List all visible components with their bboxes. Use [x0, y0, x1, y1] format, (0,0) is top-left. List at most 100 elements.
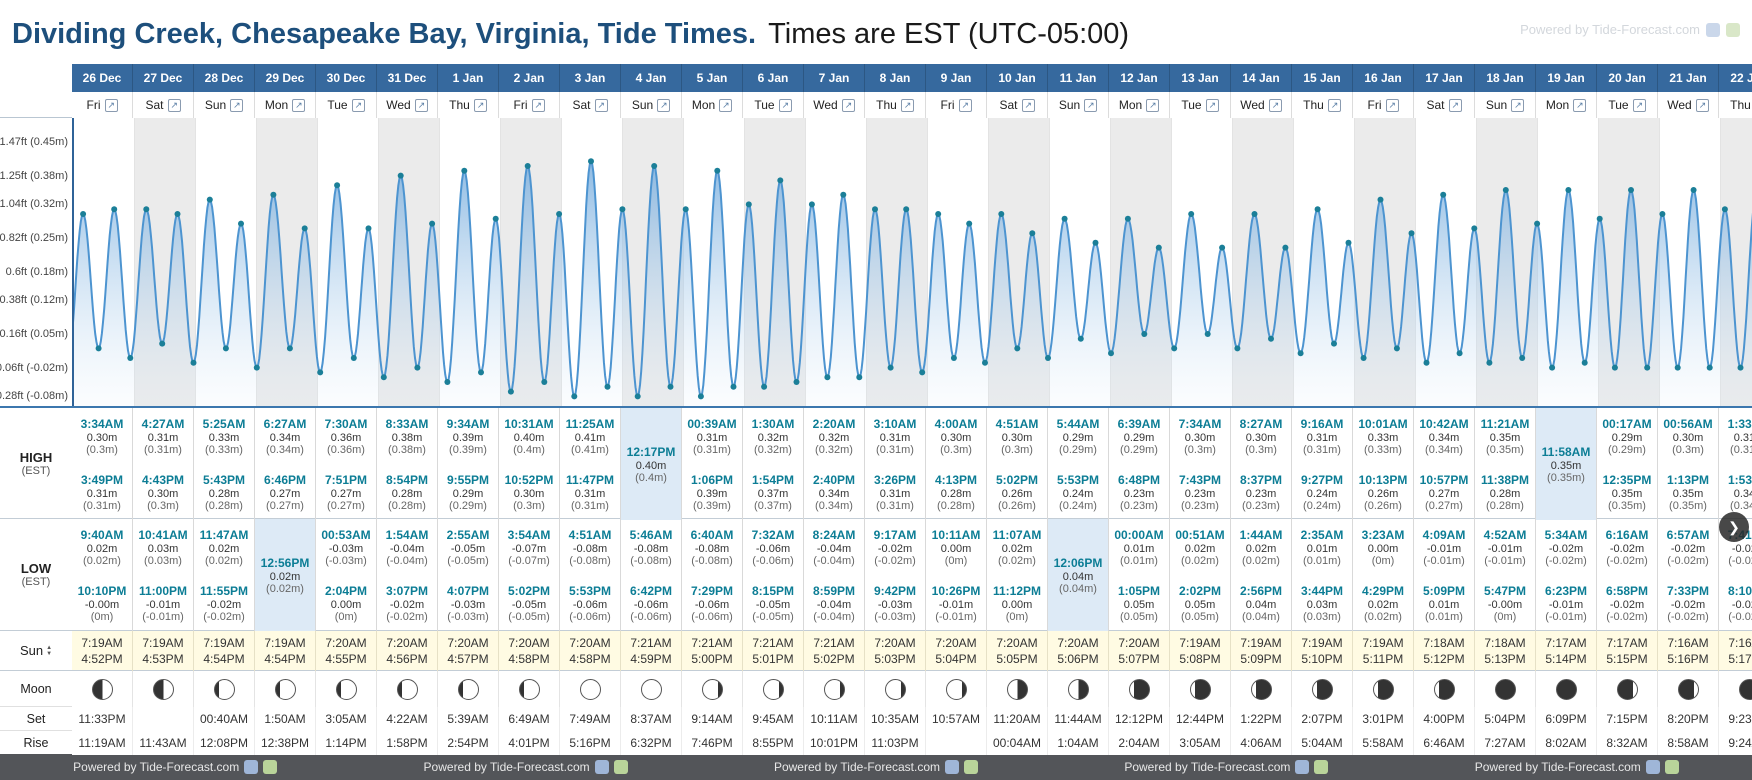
sun-times-cell: 7:17AM 5:14PM: [1536, 631, 1597, 671]
tide-extreme-dot: [206, 196, 213, 203]
dow-label: Sun: [631, 98, 654, 112]
tide-extreme-dot: [365, 225, 372, 232]
tide-extreme-dot: [1188, 211, 1195, 217]
sun-times-cell: 7:19AM 5:08PM: [1170, 631, 1231, 671]
tide-height-alt: (0.31m): [876, 443, 914, 456]
lows-day-column: 12:56PM 0.02m (0.02m): [255, 519, 316, 631]
tide-extreme-dot: [444, 379, 451, 385]
sun-toggle-arrows[interactable]: ▲ ▼: [46, 645, 52, 657]
tide-height-alt: (0.3m): [1245, 443, 1277, 456]
expand-day-icon[interactable]: [778, 98, 792, 112]
date-header-row: 26 Dec 27 Dec 28 Dec 29 Dec 30 Dec 31 Dec 1 Ja…: [0, 64, 1752, 92]
high-section-gutter: HIGH (EST): [0, 408, 72, 518]
low-tide-cell: 3:23AM 0.00m (0m): [1353, 519, 1413, 575]
tide-height-m: 0.35m: [1672, 487, 1704, 500]
tide-height-alt: (-0.02m): [1606, 610, 1648, 623]
expand-day-icon[interactable]: [841, 98, 855, 112]
tide-time: 00:53AM: [321, 527, 371, 542]
tide-height-m: 0.26m: [1001, 487, 1033, 500]
expand-day-icon[interactable]: [900, 98, 914, 112]
tide-extreme-dot: [174, 211, 181, 217]
tide-time: 1:54AM: [385, 527, 429, 542]
tide-time: 4:00AM: [934, 416, 978, 431]
tide-curve-chart: [74, 158, 1752, 406]
expand-day-icon[interactable]: [1268, 98, 1282, 112]
expand-day-icon[interactable]: [531, 98, 545, 112]
tide-height-alt: (-0.04m): [386, 554, 428, 567]
tide-extreme-dot: [1644, 364, 1651, 371]
tide-time: 3:54AM: [507, 527, 551, 542]
tide-height-m: -0.02m: [1731, 598, 1752, 611]
highs-day-column: 7:30AM 0.36m (0.36m) 7:51PM 0.27m (0.27m): [316, 408, 377, 520]
expand-day-icon[interactable]: [719, 98, 733, 112]
low-tide-cell: 6:23PM -0.01m (-0.01m): [1536, 575, 1596, 631]
tide-height-m: -0.00m: [84, 598, 120, 611]
expand-day-icon[interactable]: [1511, 98, 1525, 112]
tide-height-alt: (-0.02m): [1667, 610, 1709, 623]
tide-time: 3:44PM: [1300, 583, 1344, 598]
powered-by-top: Powered by Tide-Forecast.com: [1520, 22, 1740, 37]
tide-extreme-dot: [793, 379, 800, 385]
dow-label: Tue: [327, 98, 348, 112]
expand-day-icon[interactable]: [1084, 98, 1098, 112]
tide-extreme-dot: [1251, 211, 1258, 217]
moon-row-gutter: Moon: [0, 671, 72, 706]
expand-day-icon[interactable]: [473, 98, 487, 112]
next-days-button[interactable]: [1719, 512, 1749, 542]
expand-day-icon[interactable]: [351, 98, 365, 112]
expand-day-icon[interactable]: [230, 98, 244, 112]
moonrise-time: 5:04AM: [1292, 731, 1353, 755]
sunset-time: 5:04PM: [935, 652, 977, 666]
tide-height-alt: (0.01m): [1425, 610, 1463, 623]
tide-extreme-dot: [667, 383, 674, 390]
tide-height-m: 0.28m: [391, 487, 423, 500]
expand-day-icon[interactable]: [104, 98, 118, 112]
expand-day-icon[interactable]: [1573, 98, 1587, 112]
expand-day-icon[interactable]: [1021, 98, 1035, 112]
moonrise-time: 4:01PM: [499, 731, 560, 755]
arrow-down-icon: ▼: [46, 650, 53, 657]
tide-height-m: -0.07m: [511, 542, 547, 555]
expand-day-icon[interactable]: [958, 98, 972, 112]
tide-height-alt: (0m): [944, 554, 968, 567]
sunset-time: 5:15PM: [1606, 652, 1648, 666]
expand-day-icon[interactable]: [1205, 98, 1219, 112]
moonset-time: 9:45AM: [743, 707, 804, 731]
expand-day-icon[interactable]: [1448, 98, 1462, 112]
sunset-time: 5:00PM: [691, 652, 733, 666]
expand-day-icon[interactable]: [292, 98, 306, 112]
moon-phase-icon: [1067, 678, 1089, 700]
expand-day-icon[interactable]: [594, 98, 608, 112]
date-header-cell: 19 Jan: [1536, 64, 1597, 92]
expand-day-icon[interactable]: [1632, 98, 1646, 112]
low-tide-cell: 12:06PM 0.04m (0.04m): [1048, 519, 1108, 631]
sunrise-time: 7:21AM: [630, 636, 672, 650]
y-axis-label: 0.6ft (0.18m): [5, 265, 68, 278]
expand-day-icon[interactable]: [1385, 98, 1399, 112]
high-tide-cell: 1:06PM 0.39m (0.39m): [682, 464, 742, 520]
expand-day-icon[interactable]: [1695, 98, 1709, 112]
tide-height-m: 0.34m: [1733, 487, 1752, 500]
sunrise-time: 7:16AM: [1667, 636, 1709, 650]
expand-day-icon[interactable]: [167, 98, 181, 112]
low-tide-cell: 2:55AM -0.05m (-0.05m): [438, 519, 498, 575]
high-tide-cell: 3:10AM 0.31m (0.31m): [865, 408, 925, 464]
low-tide-cell: 4:51AM -0.08m (-0.08m): [560, 519, 620, 575]
tide-height-m: 0.30m: [1001, 431, 1033, 444]
low-tide-cell: 6:40AM -0.08m (-0.08m): [682, 519, 742, 575]
tide-time: 1:53PM: [1727, 472, 1752, 487]
tide-height-m: 0.35m: [1611, 487, 1643, 500]
expand-day-icon[interactable]: [1146, 98, 1160, 112]
lows-day-column: 10:11AM 0.00m (0m) 10:26PM -0.01m (-0.01m): [926, 519, 987, 631]
expand-day-icon[interactable]: [657, 98, 671, 112]
tide-extreme-dot: [1029, 230, 1036, 237]
expand-day-icon[interactable]: [1327, 98, 1341, 112]
day-of-week-row: Fri Sat Sun Mon Tue Wed Thu Fri Sat Sun Mon Tue Wed T…: [0, 92, 1752, 118]
dow-cell: Tue: [1170, 92, 1231, 118]
highs-day-column: 5:25AM 0.33m (0.33m) 5:43PM 0.28m (0.28m): [194, 408, 255, 520]
high-tide-cell: 7:51PM 0.27m (0.27m): [316, 464, 376, 520]
expand-day-icon[interactable]: [414, 98, 428, 112]
dow-cell: Sun: [1475, 92, 1536, 118]
tide-extreme-dot: [397, 172, 404, 179]
tide-extreme-dot: [334, 182, 341, 189]
